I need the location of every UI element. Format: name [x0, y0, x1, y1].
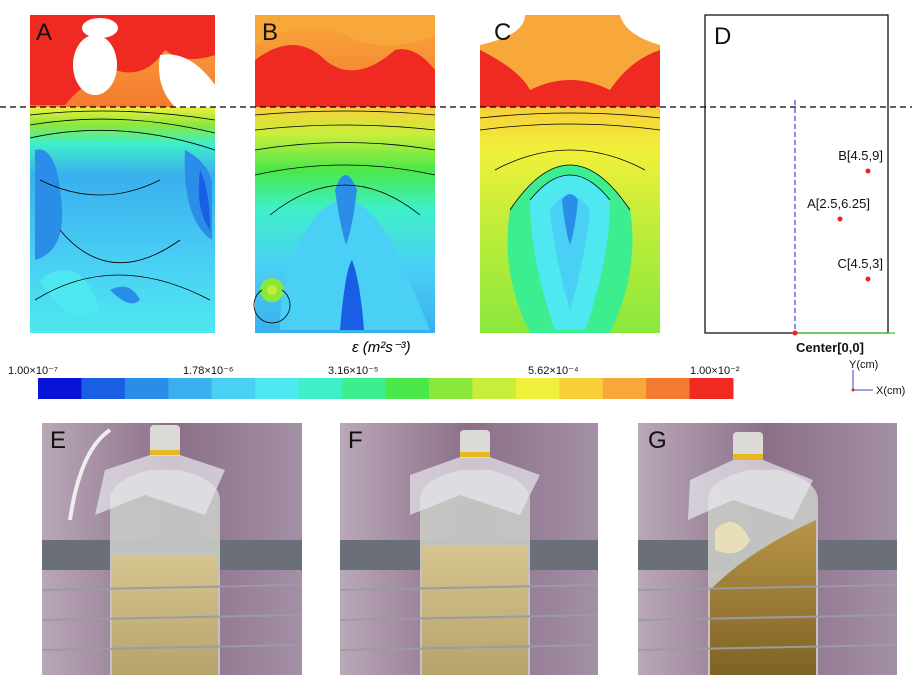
panel-label: A: [36, 19, 52, 46]
colorbar-segment: [559, 378, 603, 399]
colorbar-segment: [255, 378, 299, 399]
y-axis-label: Y(cm): [849, 359, 878, 371]
photo-g: G: [638, 423, 897, 675]
point-label: C[4.5,3]: [837, 256, 883, 271]
colorbar-segment: [646, 378, 690, 399]
point-label: A[2.5,6.25]: [807, 196, 870, 211]
colorbar-segment: [429, 378, 473, 399]
panel-label: F: [348, 427, 363, 454]
panel-label: B: [262, 19, 278, 46]
panel-label: E: [50, 427, 66, 454]
colorbar-tick-label: 1.00×10⁻²: [690, 365, 740, 377]
point-label: B[4.5,9]: [838, 148, 883, 163]
colorbar-segment: [603, 378, 647, 399]
colorbar-segment: [516, 378, 560, 399]
colorbar: 1.00×10⁻⁷ 1.78×10⁻⁶ 3.16×10⁻⁵ 5.62×10⁻⁴ 1.00…: [8, 365, 740, 399]
photo-e: E: [42, 423, 302, 675]
colorbar-tick-label: 5.62×10⁻⁴: [528, 365, 579, 377]
schematic-panel-d: B[4.5,9] A[2.5,6.25] C[4.5,3] Center[0,0…: [705, 15, 905, 397]
colorbar-segment: [299, 378, 343, 399]
colorbar-segment: [81, 378, 125, 399]
colorbar-segment: [386, 378, 430, 399]
photo-f: F: [340, 423, 598, 675]
colorbar-tick-label: 1.00×10⁻⁷: [8, 365, 58, 377]
contour-panel-c: [480, 15, 660, 333]
contour-panel-a: [30, 15, 215, 333]
x-axis-label: X(cm): [876, 385, 905, 397]
colorbar-tick-label: 3.16×10⁻⁵: [328, 365, 378, 377]
colorbar-segment: [168, 378, 212, 399]
colorbar-segment: [125, 378, 169, 399]
figure: B[4.5,9] A[2.5,6.25] C[4.5,3] Center[0,0…: [0, 0, 912, 675]
colorbar-segment: [212, 378, 256, 399]
panel-label: D: [714, 23, 731, 50]
contour-panel-b: [254, 15, 435, 333]
colorbar-segment: [342, 378, 386, 399]
colorbar-tick-label: 1.78×10⁻⁶: [183, 365, 233, 377]
colorbar-segment: [690, 378, 734, 399]
colorbar-segment: [472, 378, 516, 399]
colorbar-segment: [38, 378, 82, 399]
origin-label: Center[0,0]: [796, 340, 864, 355]
panel-label: G: [648, 427, 667, 454]
colorbar-title: ε (m²s⁻³): [352, 339, 411, 356]
panel-label: C: [494, 19, 511, 46]
